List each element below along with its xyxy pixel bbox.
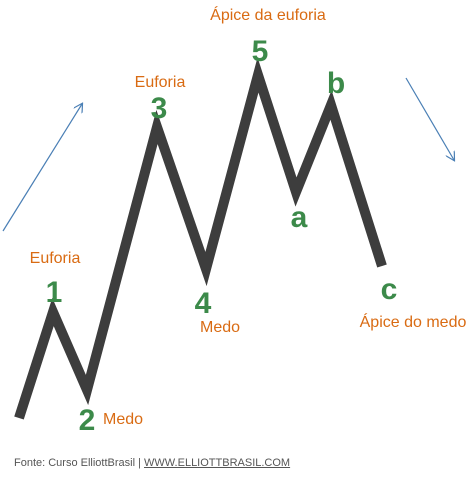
downtrend-arrow xyxy=(405,77,454,160)
source-text: Fonte: Curso ElliottBrasil | xyxy=(14,457,145,469)
wave-label-5: 5 xyxy=(252,35,269,68)
wave-label-2: 2 xyxy=(79,404,96,437)
wave-label-a: a xyxy=(291,201,308,234)
emotion-apice-euforia: Ápice da euforia xyxy=(210,5,326,24)
website-link[interactable]: WWW.ELLIOTTBRASIL.COM xyxy=(144,457,291,469)
emotion-euforia-3: Euforia xyxy=(135,74,186,91)
emotion-apice-medo: Ápice do medo xyxy=(360,312,467,331)
wave-line xyxy=(14,57,387,420)
uptrend-arrow xyxy=(2,104,82,232)
wave-label-c: c xyxy=(381,273,398,306)
wave-label-3: 3 xyxy=(151,92,168,125)
wave-label-1: 1 xyxy=(46,276,63,309)
wave-label-4: 4 xyxy=(195,287,212,320)
emotion-medo-4: Medo xyxy=(200,319,240,336)
emotion-euforia-1: Euforia xyxy=(30,250,81,267)
source-caption: Fonte: Curso ElliottBrasil | WWW.ELLIOTT… xyxy=(14,457,290,469)
emotion-medo-2: Medo xyxy=(103,411,143,428)
wave-label-b: b xyxy=(327,67,345,100)
